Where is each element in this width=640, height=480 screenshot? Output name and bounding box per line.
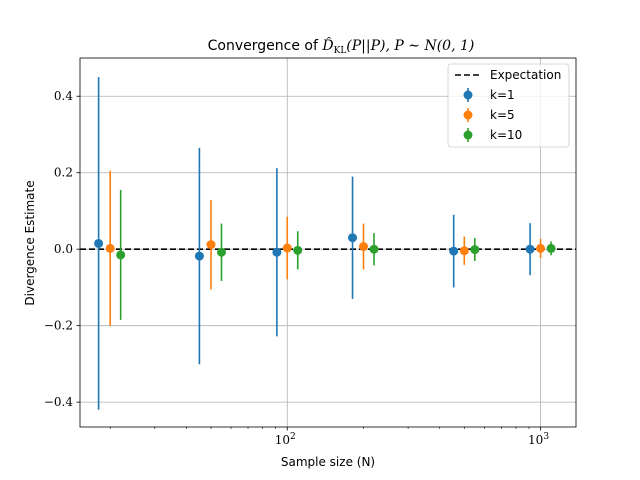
data-point — [116, 250, 126, 260]
legend-marker-swatch — [463, 130, 473, 140]
data-point — [272, 247, 282, 257]
data-point — [449, 246, 459, 256]
series-k-5 — [105, 170, 546, 327]
data-point — [282, 243, 292, 253]
series-layer — [94, 77, 556, 410]
y-tick-label: −0.4 — [44, 395, 74, 409]
chart-title: Convergence of D̂KL(P||P), P ∼ N(0, 1) — [208, 36, 475, 56]
data-point — [536, 243, 546, 253]
data-point — [359, 242, 369, 252]
legend-marker-swatch — [463, 110, 473, 120]
data-point — [525, 244, 535, 254]
data-point — [194, 251, 204, 261]
data-point — [105, 243, 115, 253]
data-point — [293, 245, 303, 255]
legend-series-label: k=5 — [490, 108, 515, 122]
data-point — [94, 238, 104, 248]
data-point — [546, 243, 556, 253]
series-k-10 — [116, 189, 556, 320]
x-axis-label: Sample size (N) — [281, 455, 375, 469]
y-tick-label: −0.2 — [44, 319, 73, 333]
data-point — [348, 233, 358, 243]
y-axis-label: Divergence Estimate — [23, 180, 37, 305]
plot-frame — [79, 57, 577, 428]
y-tick-label: 0.4 — [54, 89, 73, 103]
data-point — [369, 244, 379, 254]
data-point — [206, 240, 216, 250]
y-tick-label: 0.0 — [54, 242, 73, 256]
x-tick-label: 103 — [528, 432, 549, 447]
legend: Expectation k=1 k=5 k=10 — [447, 63, 570, 148]
data-point — [470, 245, 480, 255]
y-tick-label: 0.2 — [54, 166, 73, 180]
data-point — [459, 246, 469, 256]
data-point — [216, 247, 226, 257]
legend-expectation-label: Expectation — [490, 68, 561, 82]
legend-series-label: k=1 — [490, 88, 515, 102]
legend-series: k=1 k=5 k=10 — [463, 88, 522, 142]
tick-layer: −0.4 −0.2 0.0 0.2 0.4 102 103 — [44, 89, 549, 447]
legend-series-label: k=10 — [490, 128, 522, 142]
x-tick-label: 102 — [275, 432, 296, 447]
legend-marker-swatch — [463, 90, 473, 100]
legend-box — [447, 63, 570, 148]
series-k-1 — [94, 77, 535, 410]
